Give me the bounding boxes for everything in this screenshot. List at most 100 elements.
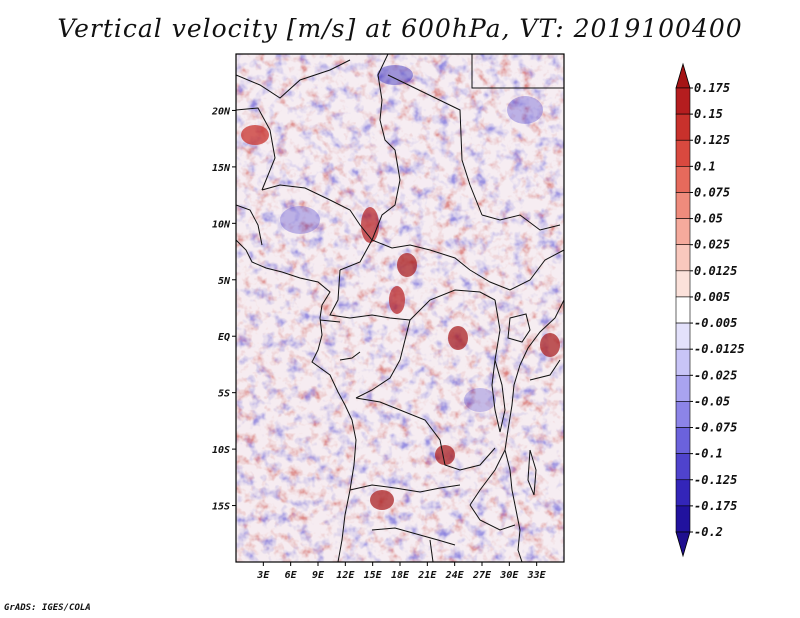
colorbar-segment (675, 505, 691, 533)
grads-credit: GrADS: IGES/COLA (4, 603, 91, 613)
coastlines-borders (236, 54, 564, 562)
country-border (236, 59, 351, 99)
lat-tick-label: 15S (212, 502, 230, 513)
colorbar-label: -0.05 (694, 394, 730, 408)
colorbar-segment (675, 296, 691, 324)
lat-tick-label: 5N (218, 276, 231, 287)
country-border (377, 54, 396, 151)
country-border (349, 484, 461, 493)
country-border (409, 289, 496, 321)
colorbar-label: 0.125 (694, 133, 730, 147)
updraft-cell (435, 445, 455, 465)
country-border (371, 527, 456, 546)
lon-tick-label: 3E (256, 570, 270, 581)
updraft-cell (397, 253, 417, 277)
colorbar-label: -0.125 (694, 473, 737, 487)
colorbar-label: 0.025 (694, 238, 730, 252)
updraft-cell (370, 490, 394, 510)
colorbar-label: 0.005 (694, 290, 730, 304)
lake-victoria (507, 313, 531, 343)
lon-tick-label: 9E (312, 570, 325, 581)
lon-tick-label: 21E (417, 570, 437, 581)
colorbar-label: 0.1 (694, 159, 716, 173)
country-border (261, 184, 373, 241)
colorbar-label: 0.05 (694, 212, 723, 226)
colorbar-label: 0.175 (694, 81, 730, 95)
country-border (319, 319, 341, 323)
lat-tick-label: 20N (211, 106, 231, 117)
country-border (471, 54, 564, 89)
lat-tick-label: 15N (212, 163, 231, 174)
colorbar-segment (675, 374, 691, 402)
lake-malawi (527, 449, 537, 496)
lon-tick-label: 30E (499, 570, 519, 581)
lon-tick-label: 24E (445, 570, 465, 581)
colorbar-segment (675, 87, 691, 115)
updraft-cell (448, 326, 468, 350)
country-border (494, 299, 501, 361)
lat-tick-label: EQ (218, 332, 230, 343)
indian-ocean-coastline (504, 299, 564, 562)
colorbar-segment (675, 401, 691, 428)
country-border (329, 269, 411, 321)
country-border (529, 359, 561, 381)
lat-tick-label: 5S (218, 389, 230, 400)
colorbar-segment (675, 166, 691, 193)
country-border (469, 504, 516, 531)
country-border (355, 397, 496, 471)
lon-tick-label: 15E (364, 570, 383, 581)
lat-tick-label: 10S (212, 445, 230, 456)
colorbar-label: -0.025 (694, 368, 737, 382)
lake-tanganyika (491, 359, 506, 433)
updraft-cell (389, 286, 405, 314)
colorbar-top-cap (675, 62, 691, 89)
colorbar-label: 0.075 (694, 185, 730, 199)
colorbar-segment (675, 427, 691, 454)
atlantic-coastline (236, 239, 357, 562)
lon-tick-label: 33E (527, 570, 547, 581)
colorbar-segment (675, 192, 691, 219)
updraft-cell (241, 125, 269, 145)
colorbar-bottom-cap (675, 531, 691, 558)
country-border (236, 107, 276, 191)
country-border (339, 351, 361, 361)
colorbar-label: -0.0125 (694, 342, 745, 356)
lon-tick-label: 27E (472, 570, 492, 581)
downdraft-cell (464, 388, 496, 412)
country-border (481, 214, 561, 231)
colorbar-segment (675, 479, 691, 507)
country-border (339, 149, 401, 271)
colorbar-segment (675, 113, 691, 141)
lon-tick-label: 18E (391, 570, 410, 581)
country-border (371, 239, 564, 291)
country-border (387, 74, 483, 216)
lat-tick-label: 10N (212, 219, 231, 230)
downdraft-cell (377, 65, 413, 85)
colorbar-label: -0.1 (694, 447, 723, 461)
colorbar-segment (675, 322, 691, 350)
colorbar-segment (675, 270, 691, 298)
country-border (355, 319, 411, 399)
colorbar-label: 0.0125 (694, 264, 737, 278)
velocity-field (235, 53, 565, 563)
country-border (469, 449, 506, 506)
colorbar-label: -0.075 (694, 421, 737, 435)
colorbar-segment (675, 453, 691, 481)
colorbar-segment (675, 348, 691, 376)
axis-ticks: 3E 6E 9E 12E 15E 18E 21E 24E 27E 30E 33E 20N 15N 10N 5… (211, 106, 547, 581)
colorbar: 0.175 0.15 0.125 0.1 0.075 0.05 0.025 0.0125 0.0… (675, 62, 745, 558)
lon-tick-label: 6E (285, 570, 298, 581)
downdraft-cell (280, 206, 320, 234)
lon-tick-label: 12E (336, 570, 355, 581)
downdraft-cell (507, 96, 543, 124)
updraft-cell (540, 333, 560, 357)
colorbar-segment (675, 139, 691, 167)
colorbar-segment (675, 244, 691, 272)
colorbar-label: -0.175 (694, 499, 737, 513)
country-border (429, 539, 434, 562)
colorbar-label: -0.005 (694, 316, 737, 330)
map-title: Vertical velocity [m/s] at 600hPa, VT: 2… (57, 14, 743, 43)
country-border (236, 204, 263, 246)
colorbar-label: -0.2 (694, 525, 723, 539)
